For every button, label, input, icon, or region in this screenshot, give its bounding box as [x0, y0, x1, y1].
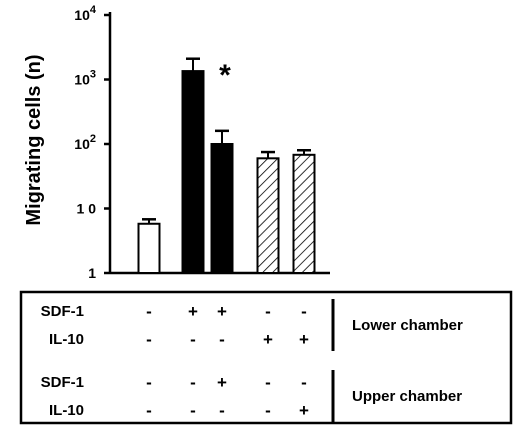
condition-symbol: - — [301, 373, 307, 392]
bar — [210, 143, 234, 274]
conditions-table-frame — [19, 290, 513, 425]
conditions-table: SDF-1 - + + - - IL-10 - - - + + SDF-1 - - + - - IL-10 - - - - +… — [41, 299, 463, 422]
bar — [181, 70, 205, 274]
y-axis-title: Migrating cells (n) — [23, 54, 45, 225]
condition-symbol: + — [299, 330, 309, 349]
significance-asterisk: * — [219, 59, 231, 92]
condition-label: IL-10 — [49, 402, 84, 419]
y-tick-label: 1 0 — [77, 201, 97, 217]
condition-symbol: - — [219, 401, 225, 420]
condition-label: SDF-1 — [41, 303, 84, 320]
y-tick-exponent: 2 — [90, 133, 96, 145]
condition-symbol: - — [146, 373, 152, 392]
condition-symbol: + — [217, 302, 227, 321]
condition-symbol: - — [190, 373, 196, 392]
y-tick-label: 104 — [74, 4, 97, 23]
y-tick-label: 102 — [74, 133, 96, 152]
condition-symbol: - — [219, 330, 225, 349]
bar — [137, 222, 161, 274]
y-tick-exponent: 4 — [90, 4, 97, 16]
bar — [256, 157, 280, 275]
y-tick-exponent: 3 — [90, 69, 96, 81]
condition-label: SDF-1 — [41, 374, 84, 391]
condition-symbol: - — [265, 373, 271, 392]
condition-symbol: - — [190, 330, 196, 349]
y-ticks: 1 1 0 102 103 104 — [74, 4, 110, 281]
condition-symbol: - — [190, 401, 196, 420]
condition-label: IL-10 — [49, 331, 84, 348]
bar — [292, 153, 316, 274]
condition-symbol: - — [265, 401, 271, 420]
condition-symbol: - — [301, 302, 307, 321]
y-tick-label: 1 — [88, 265, 96, 281]
condition-symbol: - — [146, 302, 152, 321]
condition-symbol: + — [217, 373, 227, 392]
chamber-label: Lower chamber — [352, 317, 463, 334]
condition-symbol: + — [299, 401, 309, 420]
condition-symbol: - — [265, 302, 271, 321]
condition-symbol: + — [263, 330, 273, 349]
annotations: * — [219, 59, 231, 92]
chamber-label: Upper chamber — [352, 388, 462, 405]
condition-symbol: + — [188, 302, 198, 321]
condition-symbol: - — [146, 330, 152, 349]
bars — [137, 57, 316, 275]
y-tick-label: 103 — [74, 69, 96, 88]
condition-symbol: - — [146, 401, 152, 420]
